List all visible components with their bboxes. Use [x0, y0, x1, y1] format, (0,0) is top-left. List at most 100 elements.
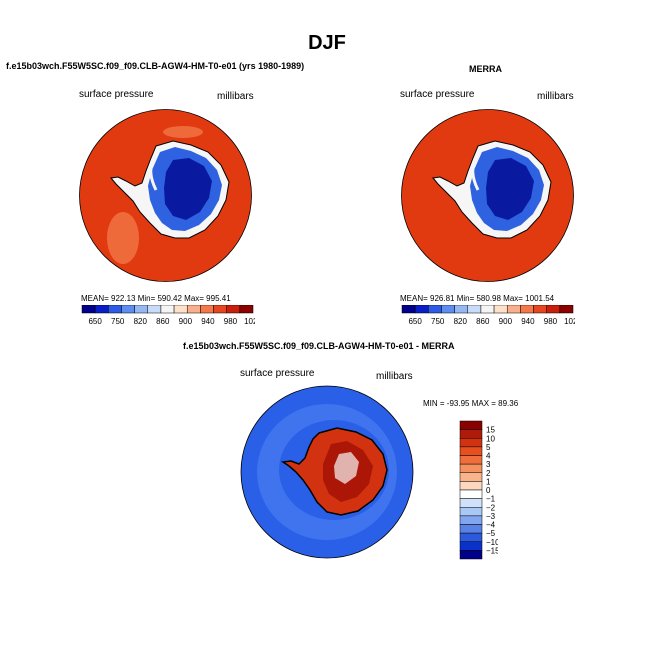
panel-3-colorbar-label: 1 [486, 477, 491, 486]
panel-3-field-label: surface pressure [240, 368, 315, 379]
panel-1-colorbar-label: 900 [179, 317, 193, 326]
panel-3-colorbar-swatch [459, 532, 483, 542]
panel-3-colorbar-label: 3 [486, 460, 491, 469]
panel-1-colorbar-label: 940 [201, 317, 215, 326]
panel-3-colorbar-label: −3 [486, 512, 496, 521]
panel-3-colorbar-swatch [459, 420, 483, 430]
panel-1-colorbar-swatch [226, 305, 241, 314]
panel-1-colorbar-swatch [200, 305, 214, 314]
panel-1-colorbar-swatch [186, 305, 201, 314]
page-title: DJF [308, 32, 346, 54]
panel-1-colorbar-swatch [94, 305, 109, 314]
panel-1-colorbar-swatch [173, 305, 188, 314]
panel-3-colorbar-label: 15 [486, 426, 495, 435]
panel-1-plateau-low [164, 158, 212, 220]
panel-2-colorbar-label: 900 [499, 317, 513, 326]
panel-1-title: f.e15b03wch.F55W5SC.f09_f09.CLB-AGW4-HM-… [6, 61, 305, 71]
panel-2-colorbar-label: 1020 [564, 317, 575, 326]
panel-3-colorbar-label: −5 [486, 529, 496, 538]
panel-2-field-label: surface pressure [400, 89, 475, 100]
panel-3-colorbar-label: −10 [486, 538, 498, 547]
panel-3-stats: MIN = -93.95 MAX = 89.36 [423, 399, 519, 408]
panel-3-colorbar-label: −1 [486, 495, 496, 504]
panel-3-colorbar-label: 5 [486, 443, 491, 452]
panel-2-colorbar-swatch [441, 305, 455, 314]
panel-3-colorbar-swatch [459, 463, 483, 473]
panel-1-colorbar-label: 750 [111, 317, 125, 326]
panel-3-colorbar-swatch [459, 507, 483, 517]
panel-2-colorbar-label: 650 [408, 317, 422, 326]
panel-1-colorbar-labels: 650 750 820 860 900 940 980 1020 [88, 317, 255, 326]
panel-2-colorbar-swatch [467, 305, 482, 314]
panel-1-colorbar-swatch [81, 305, 96, 314]
panel-3-colorbar-swatch [459, 446, 483, 456]
panel-3-colorbar-swatch [459, 489, 483, 499]
panel-3-colorbar-boxes [459, 420, 483, 560]
panel-1-colorbar-swatch [108, 305, 122, 314]
panel-2-colorbar-swatch [454, 305, 469, 314]
panel-3-colorbar-swatch [459, 498, 483, 508]
panel-2-units-label: millibars [537, 91, 574, 102]
panel-2-colorbar-swatch [559, 305, 574, 314]
panel-2-shelf [471, 152, 480, 191]
panel-3-colorbar-label: 0 [486, 486, 491, 495]
panel-2-colorbar-labels: 650 750 820 860 900 940 980 1020 [408, 317, 575, 326]
panel-2-colorbar-swatch [480, 305, 495, 314]
panel-1-high-region-west [107, 212, 139, 264]
panel-1-colorbar-swatch [213, 305, 227, 314]
panel-1-stats: MEAN= 922.13 Min= 590.42 Max= 995.41 [81, 294, 231, 303]
panel-3-colorbar-swatch [459, 481, 483, 491]
panel-1-colorbar-label: 820 [134, 317, 148, 326]
panel-3-colorbar-swatch [459, 541, 483, 551]
panel-1-field-label: surface pressure [79, 89, 154, 100]
panel-1-colorbar-label: 650 [88, 317, 102, 326]
panel-3-colorbar-label: 4 [486, 452, 491, 461]
panel-2-colorbar-swatch [520, 305, 534, 314]
panel-1-colorbar: 650 750 820 860 900 940 980 1020 [81, 305, 255, 326]
panel-2-colorbar-swatch [546, 305, 561, 314]
panel-3-colorbar-label: 2 [486, 469, 491, 478]
panel-3-colorbar-label: −2 [486, 503, 496, 512]
panel-2-colorbar-label: 820 [454, 317, 468, 326]
panel-2-colorbar-swatch [493, 305, 508, 314]
panel-3-interior-mixed [334, 452, 359, 484]
panel-3-title: f.e15b03wch.F55W5SC.f09_f09.CLB-AGW4-HM-… [183, 341, 455, 351]
panel-1-colorbar-swatch [134, 305, 149, 314]
panel-3-colorbar-swatch [459, 515, 483, 525]
panel-3-colorbar-label: −4 [486, 521, 496, 530]
panel-1-map [79, 109, 252, 282]
panel-2-colorbar-label: 940 [521, 317, 535, 326]
panel-3-map [240, 385, 414, 559]
panel-1-colorbar-swatch [160, 305, 175, 314]
panel-3-colorbar-swatch [459, 550, 483, 560]
panel-2-colorbar-swatch [533, 305, 547, 314]
panel-3-colorbar-label: −15 [486, 546, 498, 555]
panel-2-colorbar: 650 750 820 860 900 940 980 1020 [401, 305, 575, 326]
panel-2-title: MERRA [469, 64, 502, 74]
panel-2-colorbar-swatch [428, 305, 442, 314]
panel-3-colorbar-swatch [459, 472, 483, 482]
panel-3-colorbar-swatch [459, 429, 483, 439]
panel-1-colorbar-label: 860 [156, 317, 170, 326]
panel-1-units-label: millibars [217, 91, 254, 102]
panel-1-colorbar-label: 1020 [244, 317, 255, 326]
panel-1-colorbar-swatch [121, 305, 135, 314]
panel-1-shelf [149, 152, 158, 191]
panel-3-colorbar-swatch [459, 438, 483, 448]
panel-2-stats: MEAN= 926.81 Min= 580.98 Max= 1001.54 [400, 294, 555, 303]
panel-2-colorbar-swatch [401, 305, 416, 314]
panel-3-colorbar-label: 10 [486, 434, 495, 443]
panel-2-plateau-low [486, 158, 534, 220]
panel-1-colorbar-label: 980 [224, 317, 238, 326]
panel-1-colorbar-swatch [147, 305, 162, 314]
panel-2-colorbar-boxes [401, 305, 574, 314]
panel-1-colorbar-boxes [81, 305, 254, 314]
panel-1-high-region-north [163, 126, 203, 138]
panel-2-colorbar-label: 860 [476, 317, 490, 326]
panel-2-colorbar-swatch [414, 305, 429, 314]
panel-2-map [401, 109, 574, 282]
panel-2-colorbar-label: 750 [431, 317, 445, 326]
panel-2-colorbar-label: 980 [544, 317, 558, 326]
